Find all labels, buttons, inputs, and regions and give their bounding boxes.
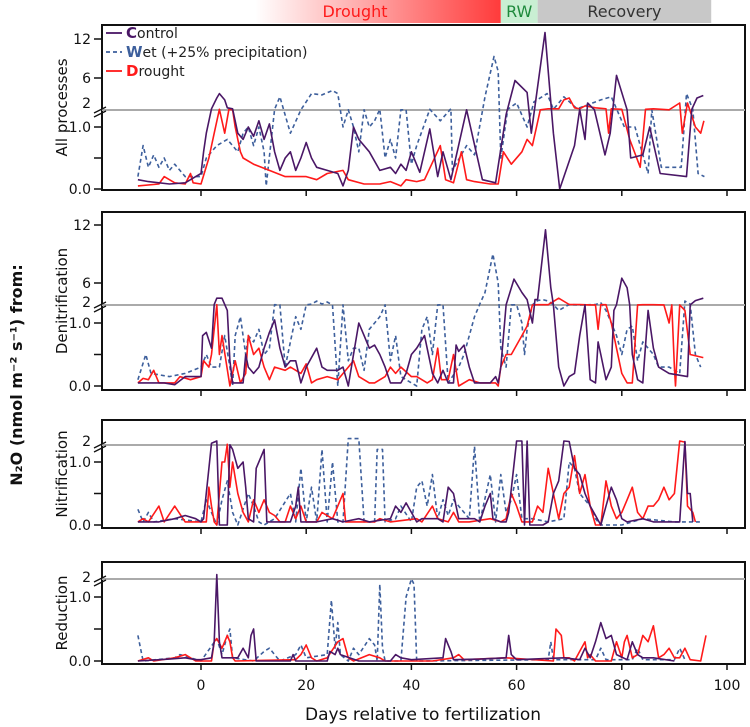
series-line-control xyxy=(137,229,704,387)
legend-rest: ontrol xyxy=(137,26,178,42)
panel-label: Reduction xyxy=(53,576,71,651)
panel-label: Nitrification xyxy=(53,430,71,517)
y-tick-label: 12 xyxy=(73,218,91,234)
legend-label: Drought xyxy=(126,62,185,80)
panel-frame xyxy=(101,561,746,665)
phase-band xyxy=(255,0,501,23)
panel-label: All processes xyxy=(53,58,71,156)
phase-band xyxy=(537,0,712,23)
y-tick-label: 6 xyxy=(82,71,91,87)
panel-nitrification: 0.0 1.0 2 Nitrification xyxy=(53,419,746,534)
axis-break-mark xyxy=(93,106,107,118)
series-line-drought xyxy=(137,297,704,387)
panel-frame xyxy=(101,419,746,529)
series-line-drought xyxy=(137,97,705,187)
y-tick-label: 6 xyxy=(82,276,91,292)
y-tick-label: 2 xyxy=(82,570,91,586)
x-axis-title: Days relative to fertilization xyxy=(305,705,541,725)
legend-rest: rought xyxy=(138,64,185,80)
y-axis-title: N₂O (nmol m⁻² s⁻¹) from: xyxy=(7,264,26,485)
panel-label: Denitrification xyxy=(53,248,71,354)
y-tick-label: 12 xyxy=(73,32,91,48)
series-line-drought xyxy=(137,625,707,662)
y-tick-label: 1.0 xyxy=(69,455,91,471)
phase-label: Recovery xyxy=(587,2,661,21)
panel-reduction: 0.0 1.0 2 Reduction xyxy=(53,561,746,670)
y-tick-label: 0.0 xyxy=(69,518,91,534)
phase-label: RW xyxy=(506,2,532,21)
axis-break-mark xyxy=(93,441,107,453)
x-tick-label: 20 xyxy=(297,678,315,694)
phase-banner: Drought RW Recovery xyxy=(255,0,712,23)
x-tick-label: 80 xyxy=(613,678,631,694)
y-tick-label: 1.0 xyxy=(69,120,91,136)
legend-item-drought: Drought xyxy=(106,62,185,80)
y-tick-label: 2 xyxy=(82,295,91,311)
phase-label: Drought xyxy=(322,2,387,21)
y-tick-label: 2 xyxy=(82,96,91,112)
y-tick-label: 0.0 xyxy=(69,182,91,198)
phase-band xyxy=(500,0,538,23)
axis-break-mark xyxy=(93,575,107,587)
y-tick-label: 2 xyxy=(82,434,91,450)
series-line-control xyxy=(137,31,704,189)
y-tick-label: 0.0 xyxy=(69,379,91,395)
series-line-wet xyxy=(137,253,702,387)
x-axis: 0 20 40 60 80 100 xyxy=(197,678,741,694)
axis-break-mark xyxy=(93,301,107,313)
legend-label: Wet (+25% precipitation) xyxy=(126,43,308,61)
legend-initial: W xyxy=(126,43,143,61)
legend-item-wet: Wet (+25% precipitation) xyxy=(106,43,308,61)
x-tick-label: 100 xyxy=(714,678,741,694)
series-line-control xyxy=(137,573,675,662)
x-tick-label: 60 xyxy=(508,678,526,694)
x-tick-label: 0 xyxy=(197,678,206,694)
y-tick-label: 1.0 xyxy=(69,590,91,606)
phase-drought: Drought xyxy=(255,0,501,23)
series-line-drought xyxy=(137,440,697,526)
legend-initial: D xyxy=(126,62,138,80)
legend-rest: et (+25% precipitation) xyxy=(143,45,308,61)
panel-frame xyxy=(101,24,746,191)
series-line-wet xyxy=(137,55,705,187)
y-tick-label: 1.0 xyxy=(69,316,91,332)
legend-item-control: Control xyxy=(106,24,178,42)
phase-rw: RW xyxy=(500,0,538,23)
phase-recovery: Recovery xyxy=(537,0,712,23)
series-line-wet xyxy=(137,578,686,662)
series-line-wet xyxy=(137,437,701,526)
series-line-control xyxy=(137,440,694,526)
y-tick-label: 0.0 xyxy=(69,654,91,670)
legend-initial: C xyxy=(126,24,137,42)
x-tick-label: 40 xyxy=(402,678,420,694)
panel-frame xyxy=(101,211,746,391)
legend-label: Control xyxy=(126,24,178,42)
